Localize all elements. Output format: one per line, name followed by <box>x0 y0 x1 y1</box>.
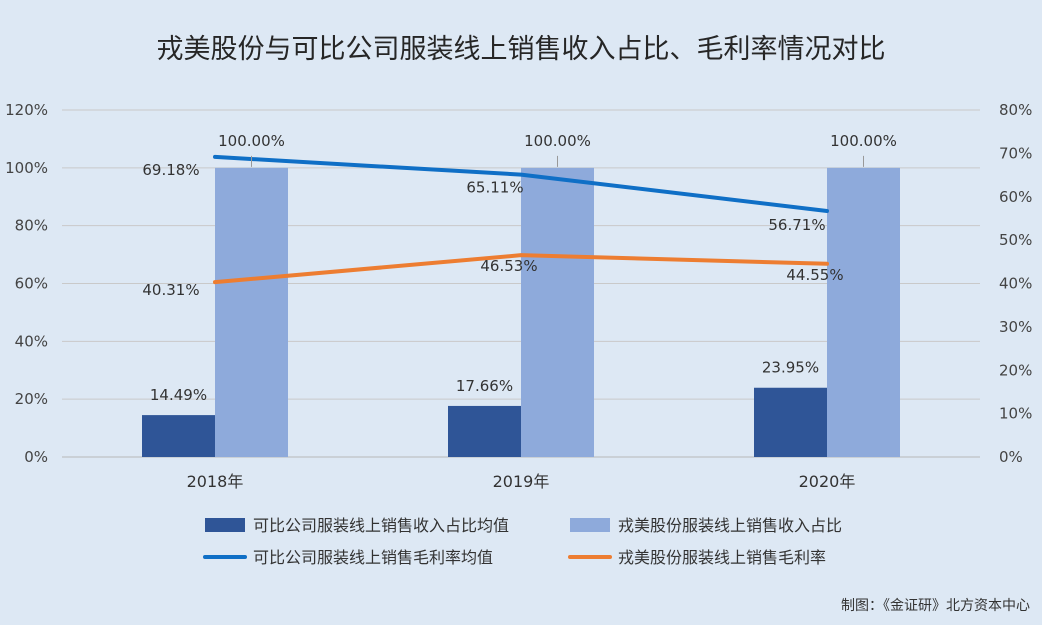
bar-data-label: 17.66% <box>456 377 513 395</box>
bar-peer-share <box>448 405 521 457</box>
line-data-label: 40.31% <box>142 281 199 299</box>
line-peer-margin <box>213 154 829 214</box>
right-tick-label: 20% <box>999 361 1032 379</box>
left-tick-label: 0% <box>24 448 48 466</box>
line-data-label: 65.11% <box>466 179 523 197</box>
right-axis: 0% 10% 20% 30% 40% 50% 60% 70% 80% <box>999 101 1032 466</box>
bar-data-label: 100.00% <box>218 132 285 150</box>
bar-data-label: 100.00% <box>524 132 591 150</box>
line-data-label: 44.55% <box>786 266 843 284</box>
bar-rongmei-share <box>521 167 594 458</box>
left-tick-label: 80% <box>15 217 48 235</box>
bar-data-label: 14.49% <box>150 386 207 404</box>
legend: 可比公司服装线上销售收入占比均值 戎美股份服装线上销售收入占比可比公司服装线上销售… <box>203 516 842 567</box>
right-tick-label: 50% <box>999 231 1032 249</box>
bar-peer-share <box>754 387 827 457</box>
right-tick-label: 40% <box>999 275 1032 293</box>
bar-data-label: 23.95% <box>762 359 819 377</box>
left-tick-label: 120% <box>5 101 48 119</box>
category-label: 2019年 <box>493 472 550 491</box>
lines <box>213 154 829 285</box>
left-tick-label: 100% <box>5 159 48 177</box>
right-tick-label: 80% <box>999 101 1032 119</box>
right-tick-label: 0% <box>999 448 1023 466</box>
legend-swatch <box>205 518 245 532</box>
category-axis: 2018年 2019年 2020年 <box>187 472 856 491</box>
bars <box>142 167 900 458</box>
legend-label: 可比公司服装线上销售收入占比均值 <box>253 516 509 535</box>
data-labels: 14.49% 17.66% 23.95% 100.00% 100.00% 100.00% 6… <box>142 132 896 404</box>
category-label: 2020年 <box>799 472 856 491</box>
left-axis: 0% 20% 40% 60% 80% 100% 120% <box>5 101 48 466</box>
bar-rongmei-share <box>827 167 900 458</box>
left-tick-label: 40% <box>15 332 48 350</box>
line-data-label: 46.53% <box>480 257 537 275</box>
right-tick-label: 30% <box>999 318 1032 336</box>
legend-label: 戎美股份服装线上销售收入占比 <box>618 516 842 535</box>
line-data-label: 69.18% <box>142 161 199 179</box>
right-tick-label: 60% <box>999 188 1032 206</box>
legend-label: 戎美股份服装线上销售毛利率 <box>618 548 826 567</box>
right-tick-label: 70% <box>999 144 1032 162</box>
left-tick-label: 60% <box>15 275 48 293</box>
line-rongmei-margin <box>213 253 829 285</box>
legend-label: 可比公司服装线上销售毛利率均值 <box>253 548 493 567</box>
left-tick-label: 20% <box>15 390 48 408</box>
bar-rongmei-share <box>215 167 288 458</box>
bar-peer-share <box>142 415 215 457</box>
category-label: 2018年 <box>187 472 244 491</box>
bar-data-label: 100.00% <box>830 132 897 150</box>
chart-title: 戎美股份与可比公司服装线上销售收入占比、毛利率情况对比 <box>157 34 886 65</box>
right-tick-label: 10% <box>999 405 1032 423</box>
credit-text: 制图：《金证研》北方资本中心 <box>841 598 1030 614</box>
line-data-label: 56.71% <box>768 216 825 234</box>
legend-swatch <box>570 518 610 532</box>
